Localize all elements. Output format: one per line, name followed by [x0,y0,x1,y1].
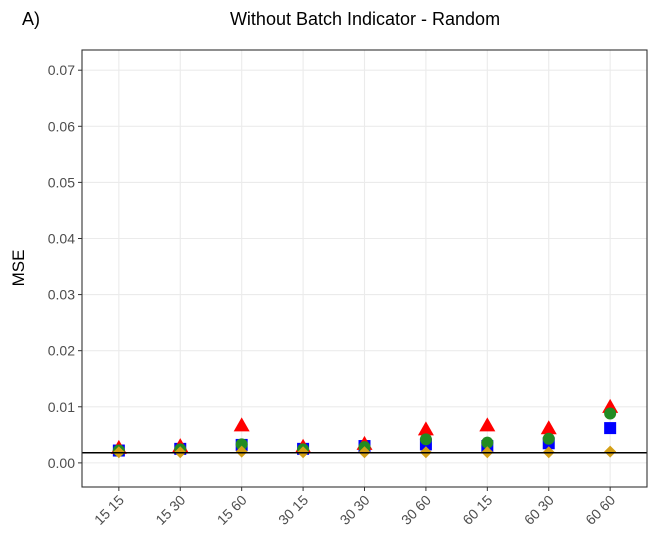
x-tick-label: 60 60 [582,492,618,528]
x-tick-label: 30 60 [398,492,434,528]
y-tick-label: 0.02 [48,343,75,359]
x-tick-label: 15 30 [152,492,188,528]
plot-border [81,49,648,488]
marker [417,421,434,436]
y-tick-label: 0.01 [48,399,75,415]
marker [481,436,494,449]
marker [604,422,617,435]
marker [479,417,496,432]
marker [233,417,250,432]
x-tick-label: 15 60 [214,492,250,528]
y-tick-label: 0.05 [48,174,75,190]
marker [419,433,432,446]
x-tick-label: 30 15 [275,492,311,528]
marker [235,438,248,451]
marker [604,407,617,420]
marker [542,432,555,445]
y-tick-label: 0.00 [48,455,75,471]
x-tick-label: 60 15 [459,492,495,528]
y-tick-label: 0.06 [48,118,75,134]
y-axis-label: MSE [9,250,28,287]
y-tick-label: 0.04 [48,230,75,246]
x-tick-label: 30 30 [337,492,373,528]
x-tick-label: 60 30 [521,492,557,528]
x-tick-label: 15 15 [91,492,127,528]
marker [235,445,248,458]
y-tick-label: 0.07 [48,62,75,78]
panel-label: A) [22,9,40,29]
y-tick-label: 0.03 [48,287,75,303]
marker [540,420,557,435]
marker [604,445,617,458]
chart-title: Without Batch Indicator - Random [230,9,500,29]
